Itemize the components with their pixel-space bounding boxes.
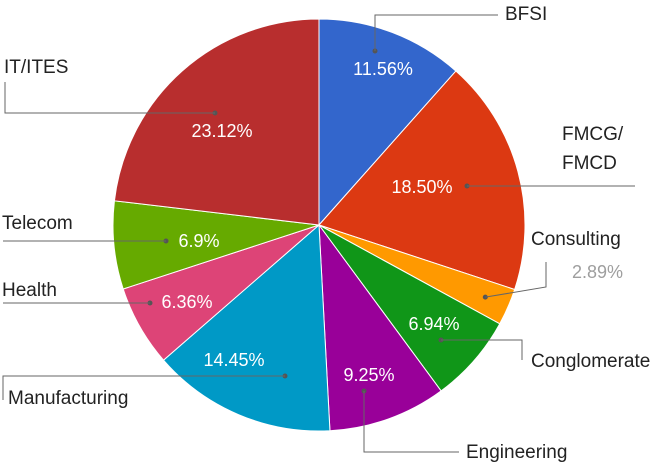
data-label-engineering: 9.25% — [343, 365, 394, 385]
data-label-conglomerate: 6.94% — [408, 314, 459, 334]
leader-line-bfsi — [374, 14, 498, 51]
pie-slice-manufacturing — [162, 223, 331, 432]
leader-line-manufacturing — [2, 375, 285, 400]
leader-line-it-ites — [4, 82, 215, 114]
data-label-telecom: 6.9% — [178, 231, 219, 251]
pie-slice-engineering — [318, 223, 442, 432]
pie-slice-bfsi — [318, 18, 457, 227]
data-label-fmcg-fmcd: 18.50% — [391, 177, 452, 197]
pie-slice-it-ites — [113, 18, 320, 226]
data-label-manufacturing: 14.45% — [203, 350, 264, 370]
category-label-fmcg-fmcd: FMCG/FMCD — [562, 124, 624, 174]
category-label-it-ites: IT/ITES — [4, 57, 68, 78]
category-label-consulting: Consulting — [531, 229, 621, 250]
data-label-bfsi: 11.56% — [353, 59, 413, 79]
data-label-consulting: 2.89% — [572, 262, 623, 282]
leader-line-consulting — [485, 262, 547, 298]
category-label-health: Health — [2, 280, 57, 301]
category-label-conglomerate: Conglomerate — [531, 351, 650, 372]
category-label-manufacturing: Manufacturing — [8, 388, 128, 409]
leader-line-engineering — [363, 391, 459, 453]
category-label-engineering: Engineering — [466, 442, 567, 463]
category-label-telecom: Telecom — [2, 213, 73, 234]
pie-slice-fmcg-fmcd — [318, 70, 526, 291]
data-label-health: 6.36% — [161, 292, 212, 312]
data-label-it-ites: 23.12% — [191, 121, 252, 141]
leader-line-conglomerate — [441, 339, 523, 360]
category-label-bfsi: BFSI — [505, 4, 547, 25]
